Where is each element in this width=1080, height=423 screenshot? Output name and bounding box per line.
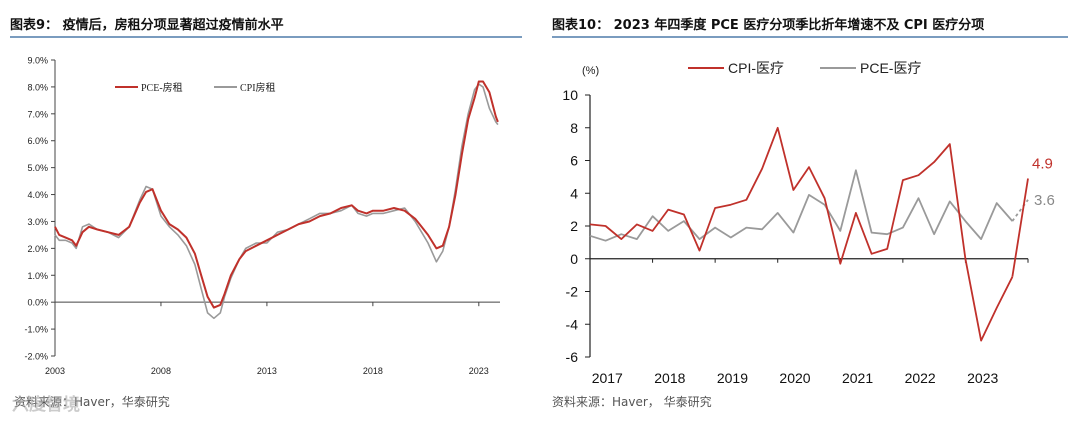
y-tick-label: 2 (570, 218, 578, 234)
series-line-cpi-medical-last-segment (1011, 178, 1029, 277)
series-line-pce-medical-last-segment (1011, 199, 1029, 222)
right-title-rule (552, 36, 1068, 38)
x-tick-label: 2018 (654, 370, 685, 386)
right-medical-chart: (%) -6 -4 -2 0 2 4 6 8 10 2017 2018 2019 2020 2021 2022… (562, 60, 1055, 386)
watermark: 六度智境 (12, 395, 80, 415)
y-tick-label: 1.0% (27, 271, 48, 281)
x-tick-label: 2018 (363, 366, 383, 376)
legend-label-cpi: CPI-医疗 (728, 60, 784, 76)
x-tick-label: 2013 (257, 366, 277, 376)
left-title-rule (10, 36, 522, 38)
legend-label-pce: PCE-医疗 (860, 60, 921, 76)
y-tick-label: 3.0% (27, 217, 48, 227)
y-tick-label: 0.0% (27, 298, 48, 308)
y-tick-label: 5.0% (27, 163, 48, 173)
end-label-cpi: 4.9 (1032, 156, 1053, 173)
series-line-cpi-rent (54, 83, 499, 320)
x-tick-label: 2020 (779, 370, 810, 386)
series-line-pce-rent (54, 80, 499, 309)
x-tick-label: 2021 (842, 370, 873, 386)
y-tick-label: 6.0% (27, 136, 48, 146)
y-tick-label: 9.0% (27, 56, 48, 66)
left-source-note: 资料来源：Haver，华泰研究 (14, 395, 170, 409)
x-tick-label: 2022 (905, 370, 936, 386)
y-tick-label: 10 (562, 87, 578, 103)
x-tick-label: 2003 (45, 366, 65, 376)
right-source-note: 资料来源：Haver， 华泰研究 (552, 395, 712, 409)
y-tick-label: 0 (570, 251, 578, 267)
y-tick-label: 6 (570, 153, 578, 169)
left-figure-title: 图表9： 疫情后，房租分项显著超过疫情前水平 (10, 18, 284, 33)
y-tick-label: 4.0% (27, 190, 48, 200)
series-line-cpi-medical (589, 126, 1014, 342)
right-figure-panel: 图表10： 2023 年四季度 PCE 医疗分项季比折年增速不及 CPI 医疗分… (548, 0, 1080, 423)
y-tick-label: 4 (570, 185, 578, 201)
series-line-pce-medical (589, 169, 1014, 242)
x-tick-label: 2023 (967, 370, 998, 386)
x-tick-label: 2017 (592, 370, 623, 386)
x-tick-label: 2019 (717, 370, 748, 386)
end-label-pce: 3.6 (1034, 192, 1055, 209)
x-tick-label: 2023 (469, 366, 489, 376)
legend-label-pce: PCE-房租 (141, 81, 183, 94)
right-figure-title: 图表10： 2023 年四季度 PCE 医疗分项季比折年增速不及 CPI 医疗分… (552, 18, 985, 33)
y-tick-label: -2 (566, 284, 579, 300)
y-axis-unit: (%) (582, 65, 599, 77)
left-rent-chart: -2.0% -1.0% 0.0% 1.0% 2.0% 3.0% 4.0% 5.0% 6.0% 7.… (24, 56, 500, 376)
y-tick-label: -1.0% (24, 325, 48, 335)
legend-label-cpi: CPI房租 (240, 81, 276, 94)
x-tick-label: 2008 (151, 366, 171, 376)
y-tick-label: 7.0% (27, 109, 48, 119)
y-tick-label: -6 (566, 349, 579, 365)
y-tick-label: 8.0% (27, 82, 48, 92)
y-tick-label: -4 (566, 316, 579, 332)
y-tick-label: -2.0% (24, 352, 48, 362)
y-tick-label: 8 (570, 120, 578, 136)
left-figure-panel: 图表9： 疫情后，房租分项显著超过疫情前水平 -2.0% -1.0% 0.0% 1.0… (0, 0, 530, 423)
y-tick-label: 2.0% (27, 244, 48, 254)
